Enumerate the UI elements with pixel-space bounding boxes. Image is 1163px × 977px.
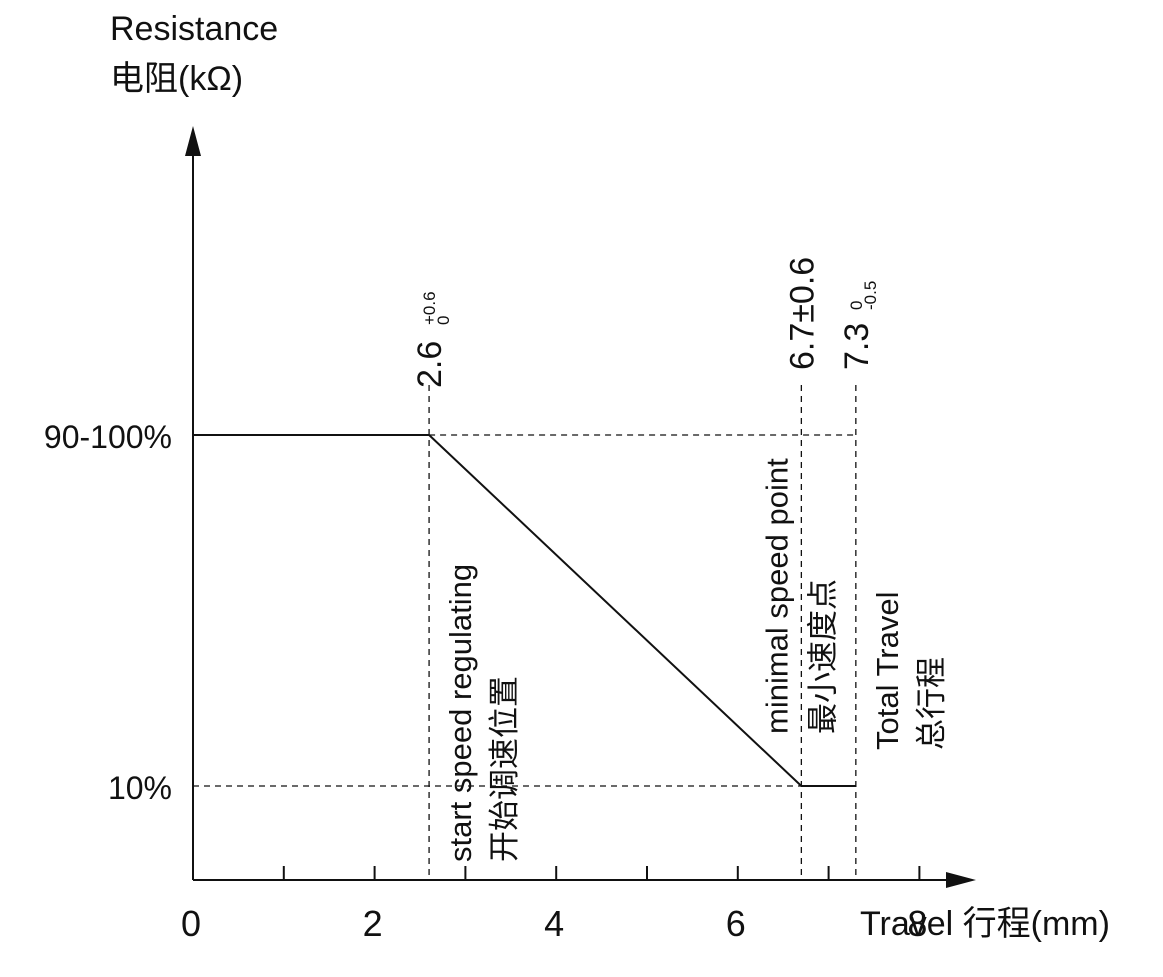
series-segment [428, 434, 803, 787]
marker-annotation-en: minimal speed point [759, 458, 794, 734]
marker-label: 7.3 [838, 323, 876, 370]
marker-tol-lower: -0.5 [861, 281, 880, 310]
marker-label: 6.7±0.6 [783, 257, 821, 370]
marker-annotation-cn: 最小速度点 [805, 579, 840, 734]
y-category-label: 10% [108, 770, 172, 806]
x-axis-title: Travel 行程(mm) [860, 905, 1110, 943]
guide-lines [193, 385, 857, 880]
marker-tol-lower: 0 [434, 316, 453, 325]
x-tick-label: 8 [907, 903, 927, 944]
y-axis-arrow-icon [185, 126, 201, 156]
series [193, 434, 856, 787]
marker-label: 2.6 [411, 341, 449, 388]
x-tick-label: 0 [181, 903, 201, 944]
marker-tol-upper: +0.6 [420, 291, 439, 325]
x-ticks: 0 2 4 6 8 [181, 866, 927, 944]
x-tick-label: 2 [363, 903, 383, 944]
marker-annotation-cn: 开始调速位置 [487, 676, 522, 862]
x-axis-arrow-icon [946, 872, 976, 888]
marker-tol-upper: 0 [847, 301, 866, 310]
y-axis-title-cn: 电阻(kΩ) [110, 60, 243, 98]
y-category-label: 90-100% [44, 419, 172, 455]
marker-annotation-en: Total Travel [870, 591, 905, 750]
marker-annotation-cn: 总行程 [914, 657, 949, 750]
y-category-labels: 90-100% 10% [44, 419, 172, 806]
y-axis-title-en: Resistance [110, 10, 278, 48]
marker-annotation-en: start speed regulating [443, 564, 478, 862]
x-tick-label: 4 [544, 903, 564, 944]
x-tick-label: 6 [726, 903, 746, 944]
